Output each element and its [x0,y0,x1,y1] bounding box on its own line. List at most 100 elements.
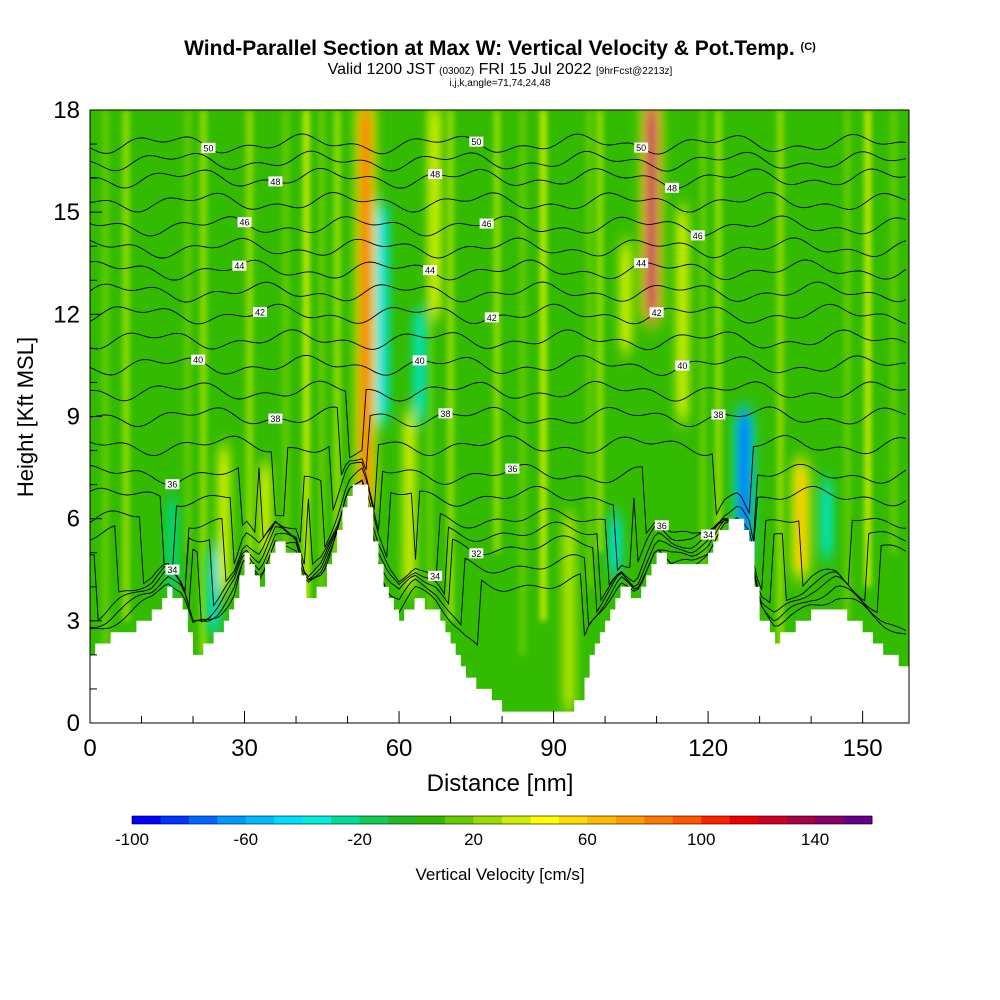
theta-contour-41 [90,329,907,351]
theta-contour-36 [90,463,907,548]
svg-text:48: 48 [430,170,440,180]
colorbar-swatch [445,816,474,824]
colorbar-swatch [587,816,617,824]
velocity-streak [492,110,501,553]
contour-label: 50 [634,142,649,153]
copyright-mark: (C) [800,41,816,53]
velocity-streak [595,110,604,553]
svg-text:46: 46 [693,231,703,241]
theta-contour-48 [90,167,906,189]
velocity-streak [760,110,769,553]
theta-contour-50 [90,133,906,155]
svg-text:50: 50 [203,143,213,153]
x-tick-label: 90 [540,735,567,762]
contour-label: 40 [412,355,427,366]
theta-contour-37 [90,435,906,517]
svg-text:46: 46 [240,218,250,228]
contour-label: 46 [237,217,252,228]
downdraft-core [824,484,830,553]
velocity-streak [698,110,707,621]
updraft-core [363,110,369,502]
svg-text:42: 42 [255,308,265,318]
x-tick-label: 60 [386,735,413,762]
y-tick-label: 0 [67,710,80,737]
x-axis-label: Distance [nm] [427,770,574,797]
theta-contour-39 [90,380,906,459]
chart-title: Wind-Parallel Section at Max W: Vertical… [0,37,1000,61]
svg-text:46: 46 [482,219,492,229]
theta-contour-49 [90,150,906,172]
colorbar-swatch [473,816,503,824]
downdraft-core [741,416,747,553]
contour-label: 36 [654,520,669,531]
contour-label: 42 [484,312,499,323]
velocity-streak [183,110,192,553]
colorbar-swatch [558,816,588,824]
colorbar-swatch [644,816,674,824]
contour-label: 44 [422,265,437,276]
theta-contour-47 [90,191,907,213]
svg-text:44: 44 [234,261,244,271]
contour-label: 36 [165,479,180,490]
contour-label: 44 [232,260,247,271]
velocity-streak [425,110,434,655]
colorbar-tick-label: 60 [578,830,597,849]
valid-date: FRI 15 Jul 2022 [478,61,592,78]
x-tick-label: 150 [843,735,883,762]
updraft-core [798,467,804,570]
velocity-streak [446,110,455,621]
updraft-core [432,110,438,315]
velocity-streak [776,110,785,655]
svg-text:38: 38 [440,409,450,419]
colorbar-swatch [615,816,645,824]
colorbar-tick-label: 20 [464,830,483,849]
contour-label: 46 [690,230,705,241]
velocity-streak [101,110,110,655]
colorbar: -100 -60 -20 20 60 100 140 [115,815,873,849]
svg-text:34: 34 [167,565,177,575]
colorbar-swatch [729,816,759,824]
colorbar-swatch [388,816,418,824]
colorbar-swatch [188,816,218,824]
theta-contours [90,133,907,647]
colorbar-swatch [701,816,731,824]
theta-contour-43 [90,281,907,303]
updraft-core [406,416,412,587]
colorbar-tick-label: -60 [234,830,259,849]
colorbar-swatch [331,816,361,824]
grid-info: i,j,k,angle=71,74,24,48 [449,78,551,89]
contour-label: 34 [165,564,180,575]
contour-label: 32 [469,548,484,559]
contour-labels: 50 50 50 48 48 48 46 46 46 44 44 44 42 42 42 40 40 40 38 38… [165,136,726,581]
velocity-streak [518,110,527,655]
svg-text:36: 36 [657,521,667,531]
contour-label: 50 [201,142,216,153]
velocity-streak [889,110,898,553]
svg-text:40: 40 [415,356,425,366]
svg-text:44: 44 [425,266,435,276]
colorbar-swatch [843,816,873,824]
svg-text:38: 38 [270,414,280,424]
svg-text:36: 36 [167,480,177,490]
updraft-core [566,518,572,706]
contour-label: 42 [252,307,267,318]
svg-text:38: 38 [713,410,723,420]
theta-contour-38 [90,406,907,476]
y-tick-label: 9 [67,404,80,431]
theta-contour-33 [90,479,907,608]
velocity-streak [122,110,131,621]
contour-label: 34 [428,570,443,581]
velocity-streak [843,110,852,621]
contour-label: 36 [505,463,520,474]
contour-label: 44 [634,258,649,269]
theta-contour-35 [90,479,907,573]
colorbar-swatch [815,816,844,824]
contour-label: 40 [675,360,690,371]
title-text: Wind-Parallel Section at Max W: Vertical… [184,37,795,60]
updraft-core [623,246,629,349]
terrain-mask [90,484,909,723]
forecast-info: [9hrFcst@2213z] [596,66,673,77]
velocity-streak [317,110,326,621]
